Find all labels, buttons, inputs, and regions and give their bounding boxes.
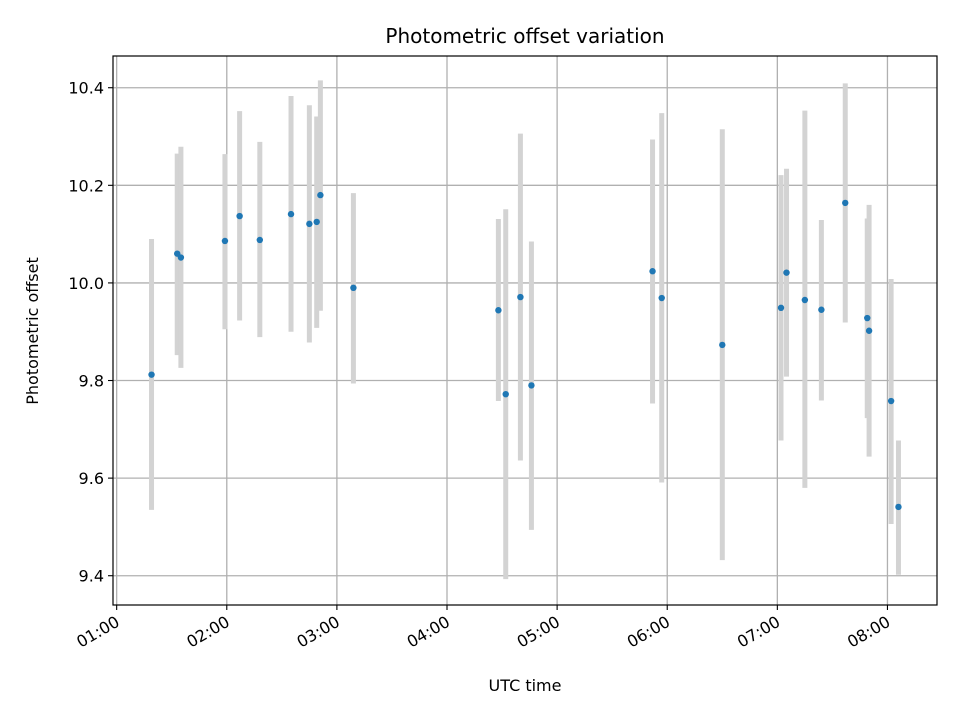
data-point xyxy=(658,294,665,302)
plot-frame xyxy=(112,55,938,606)
data-point xyxy=(895,503,902,511)
y-tick-label: 9.4 xyxy=(79,567,104,586)
chart-title: Photometric offset variation xyxy=(385,24,664,48)
y-tick-label: 9.8 xyxy=(79,372,104,391)
y-tick-label: 10.2 xyxy=(68,176,104,195)
data-point xyxy=(287,210,295,218)
y-tick-label: 10.0 xyxy=(68,274,104,293)
data-point xyxy=(649,268,656,275)
data-point xyxy=(887,397,895,405)
data-point xyxy=(502,390,509,398)
grid xyxy=(113,56,937,605)
data-point xyxy=(148,371,155,378)
data-point xyxy=(528,382,535,389)
data-point xyxy=(783,269,790,276)
data-point xyxy=(236,212,243,220)
data-point xyxy=(317,191,324,199)
data-point xyxy=(306,220,313,228)
data-point xyxy=(221,237,229,245)
data-point xyxy=(864,314,871,322)
data-point xyxy=(842,199,849,207)
x-axis-label: UTC time xyxy=(489,676,562,695)
y-tick-label: 9.6 xyxy=(79,469,104,488)
data-point xyxy=(865,327,873,334)
data-point xyxy=(495,307,502,314)
data-point xyxy=(177,254,185,261)
data-point xyxy=(517,293,524,301)
y-axis-label: Photometric offset xyxy=(23,257,42,405)
data-point xyxy=(350,284,357,291)
data-points xyxy=(148,191,902,511)
data-point xyxy=(719,341,726,349)
y-axis: 9.4 9.6 9.8 10.0 10.2 10.4 xyxy=(68,79,113,586)
y-tick-label: 10.4 xyxy=(68,79,104,98)
data-point xyxy=(801,296,809,304)
data-point xyxy=(777,304,785,312)
data-point xyxy=(313,218,320,226)
data-point xyxy=(256,236,264,244)
data-point xyxy=(818,306,825,313)
